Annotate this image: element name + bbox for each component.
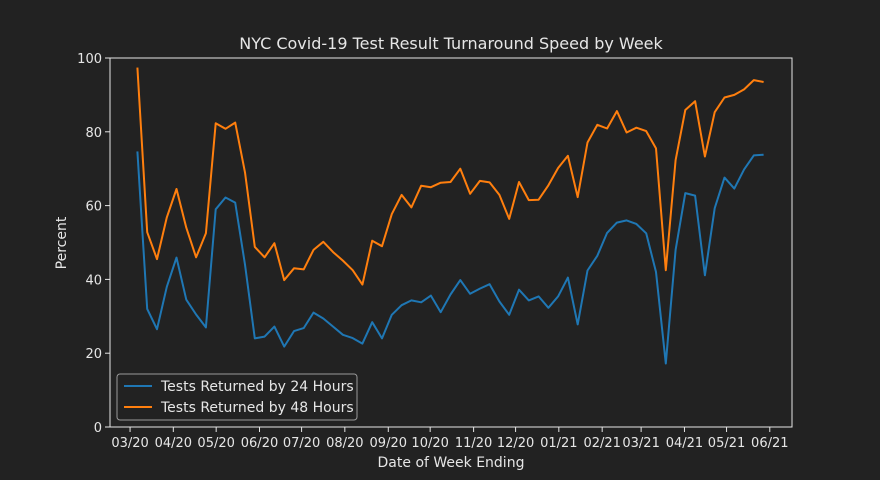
legend-box — [116, 373, 358, 421]
x-tick-label: 04/20 — [155, 436, 192, 451]
x-tick-label: 03/20 — [111, 436, 148, 451]
x-tick-label: 08/20 — [326, 436, 363, 451]
y-axis-label: Percent — [54, 216, 70, 269]
x-tick-label: 09/20 — [370, 436, 407, 451]
legend-label-24-hours: Tests Returned by 24 Hours — [160, 379, 354, 395]
x-tick-label: 12/20 — [497, 436, 534, 451]
y-tick-label: 100 — [77, 52, 102, 67]
y-tick-label: 0 — [94, 421, 102, 436]
x-tick-label: 06/21 — [751, 436, 788, 451]
x-tick-label: 05/20 — [197, 436, 234, 451]
y-axis-ticks: 0 20 40 60 80 100 — [77, 52, 110, 436]
chart-title: NYC Covid-19 Test Result Turnaround Spee… — [239, 34, 663, 53]
x-tick-label: 10/20 — [411, 436, 448, 451]
y-tick-label: 40 — [85, 273, 102, 288]
series-line-24-hours — [136, 151, 764, 365]
x-axis-label: Date of Week Ending — [378, 455, 525, 471]
plot-area-frame — [109, 57, 793, 428]
y-tick-label: 80 — [85, 126, 102, 141]
x-tick-label: 02/21 — [583, 436, 620, 451]
x-tick-label: 07/20 — [283, 436, 320, 451]
x-axis-ticks: 03/20 04/20 05/20 06/20 07/20 08/20 09/20 10/20… — [111, 427, 789, 451]
x-tick-label: 04/21 — [666, 436, 703, 451]
x-tick-label: 05/21 — [708, 436, 745, 451]
x-tick-label: 06/20 — [241, 436, 278, 451]
legend-label-48-hours: Tests Returned by 48 Hours — [160, 400, 354, 416]
y-tick-label: 20 — [85, 347, 102, 362]
plot-lines — [136, 67, 764, 365]
x-tick-label: 11/20 — [455, 436, 492, 451]
y-tick-label: 60 — [85, 200, 102, 215]
series-line-48-hours — [136, 67, 764, 286]
x-tick-label: 01/21 — [540, 436, 577, 451]
legend: Tests Returned by 24 Hours Tests Returne… — [116, 373, 358, 421]
x-tick-label: 03/21 — [622, 436, 659, 451]
